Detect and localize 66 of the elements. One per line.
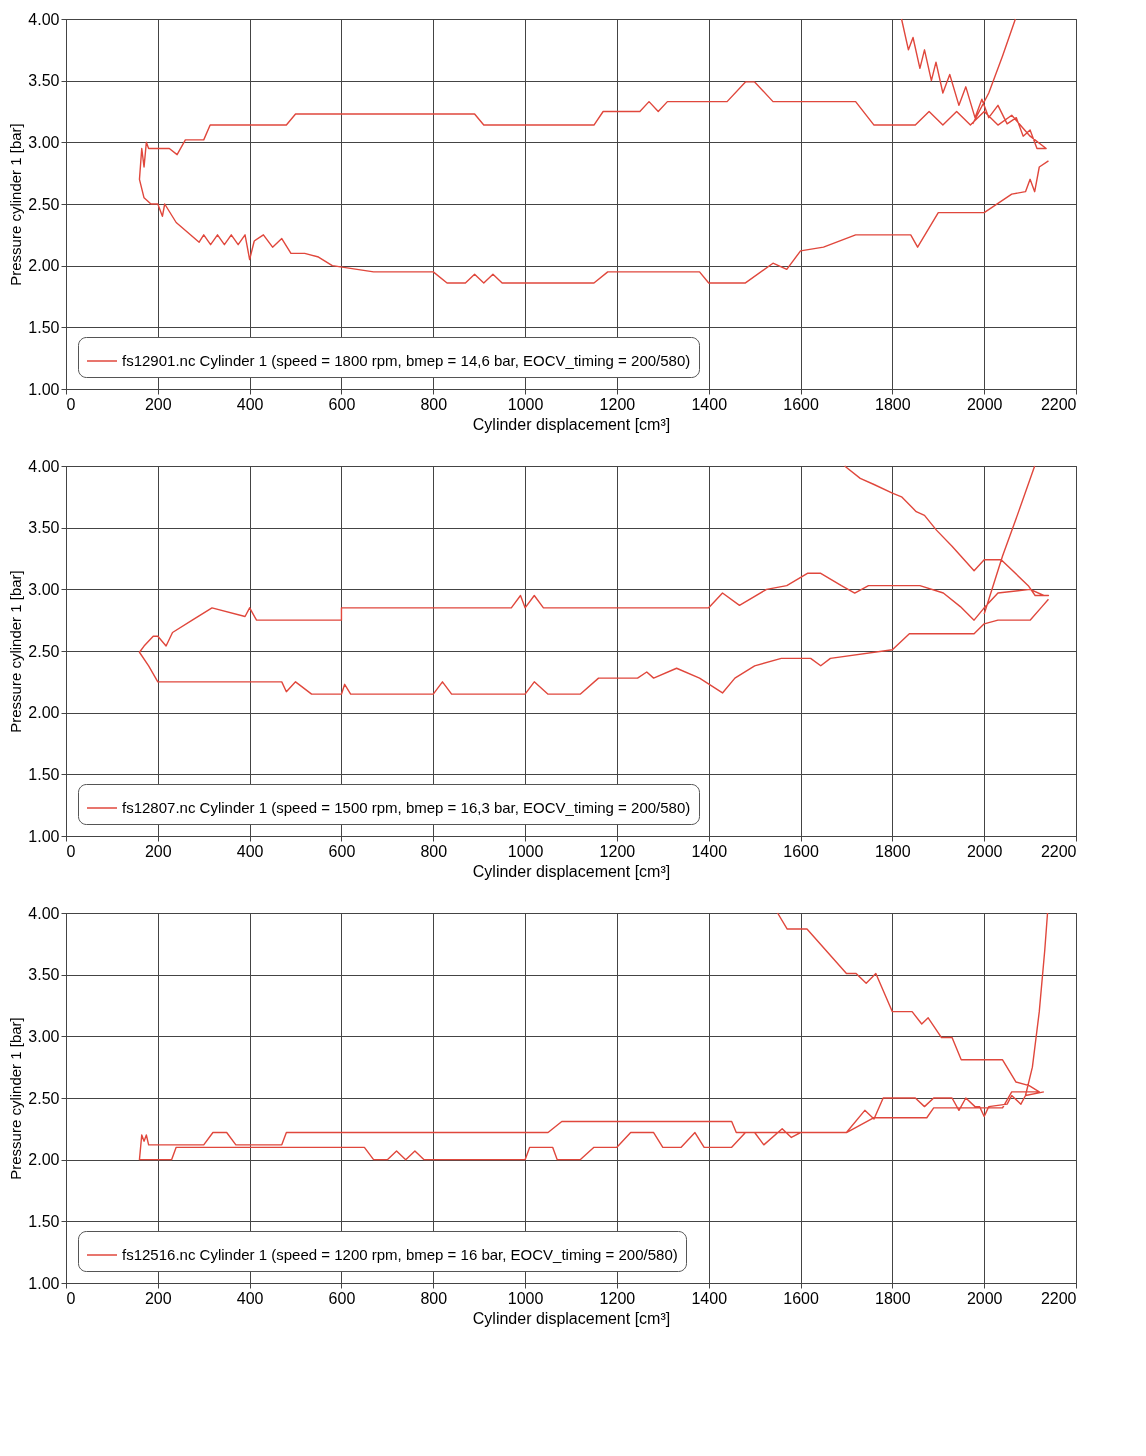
x-axis-title: Cylinder displacement [cm³]	[472, 862, 671, 880]
y-tick-label: 3.50	[28, 966, 60, 984]
x-tick-label: 600	[328, 1289, 356, 1307]
x-tick-label: 2000	[966, 395, 1003, 413]
y-tick-label: 1.00	[28, 827, 60, 845]
x-tick-label: 1000	[507, 842, 544, 860]
x-tick-label: 1800	[875, 1289, 911, 1307]
x-tick-label: 2000	[966, 1289, 1003, 1307]
y-tick-label: 1.00	[28, 380, 60, 398]
y-tick-label: 2.00	[28, 704, 60, 722]
y-tick-label: 3.50	[28, 519, 60, 537]
x-tick-label: 0	[66, 1289, 76, 1307]
x-axis-title: Cylinder displacement [cm³]	[472, 1309, 671, 1327]
x-tick-label: 1600	[783, 842, 819, 860]
y-tick-label: 1.50	[28, 1212, 60, 1230]
x-tick-label: 1200	[599, 395, 636, 413]
x-tick-label: 1600	[783, 395, 819, 413]
y-axis-title: Pressure cylinder 1 [bar]	[7, 123, 25, 286]
x-tick-label: 2200	[1040, 395, 1077, 413]
x-tick-label: 200	[144, 1289, 172, 1307]
x-tick-label: 1400	[691, 842, 728, 860]
x-tick-label: 1200	[599, 1289, 636, 1307]
x-tick-label: 800	[420, 842, 448, 860]
x-tick-label: 2200	[1040, 1289, 1077, 1307]
x-tick-label: 0	[66, 842, 76, 860]
x-tick-label: 1000	[507, 1289, 544, 1307]
x-tick-label: 800	[420, 395, 448, 413]
x-tick-label: 2200	[1040, 842, 1077, 860]
y-tick-label: 2.50	[28, 642, 60, 660]
legend-label: fs12901.nc Cylinder 1 (speed = 1800 rpm, bmep = 14,6 bar, EOCV_timing = 200/580)	[122, 352, 691, 369]
x-tick-label: 2000	[966, 842, 1003, 860]
x-tick-label: 1800	[875, 842, 911, 860]
x-tick-label: 1600	[783, 1289, 819, 1307]
x-tick-label: 0	[66, 395, 76, 413]
x-tick-label: 1400	[691, 1289, 728, 1307]
y-tick-label: 3.50	[28, 72, 60, 90]
x-tick-label: 200	[144, 395, 172, 413]
y-tick-label: 1.50	[28, 765, 60, 783]
y-tick-label: 4.00	[28, 904, 60, 922]
y-tick-label: 2.00	[28, 257, 60, 275]
y-tick-label: 3.00	[28, 580, 60, 598]
y-tick-label: 1.00	[28, 1274, 60, 1292]
x-tick-label: 200	[144, 842, 172, 860]
x-tick-label: 400	[236, 842, 264, 860]
y-tick-label: 4.00	[28, 457, 60, 475]
x-tick-label: 600	[328, 395, 356, 413]
legend-label: fs12807.nc Cylinder 1 (speed = 1500 rpm, bmep = 16,3 bar, EOCV_timing = 200/580)	[122, 799, 691, 816]
x-tick-label: 1400	[691, 395, 728, 413]
y-axis-title: Pressure cylinder 1 [bar]	[7, 570, 25, 733]
x-tick-label: 400	[236, 1289, 264, 1307]
x-tick-label: 600	[328, 842, 356, 860]
y-tick-label: 2.50	[28, 1089, 60, 1107]
x-tick-label: 1000	[507, 395, 544, 413]
legend-label: fs12516.nc Cylinder 1 (speed = 1200 rpm, bmep = 16 bar, EOCV_timing = 200/580)	[122, 1246, 678, 1263]
x-axis-title: Cylinder displacement [cm³]	[472, 415, 671, 433]
x-tick-label: 800	[420, 1289, 448, 1307]
y-tick-label: 4.00	[28, 10, 60, 28]
y-tick-label: 1.50	[28, 318, 60, 336]
y-tick-label: 3.00	[28, 133, 60, 151]
y-tick-label: 2.50	[28, 195, 60, 213]
x-tick-label: 1800	[875, 395, 911, 413]
y-tick-label: 3.00	[28, 1027, 60, 1045]
x-tick-label: 1200	[599, 842, 636, 860]
y-axis-title: Pressure cylinder 1 [bar]	[7, 1017, 25, 1180]
x-tick-label: 400	[236, 395, 264, 413]
y-tick-label: 2.00	[28, 1151, 60, 1169]
